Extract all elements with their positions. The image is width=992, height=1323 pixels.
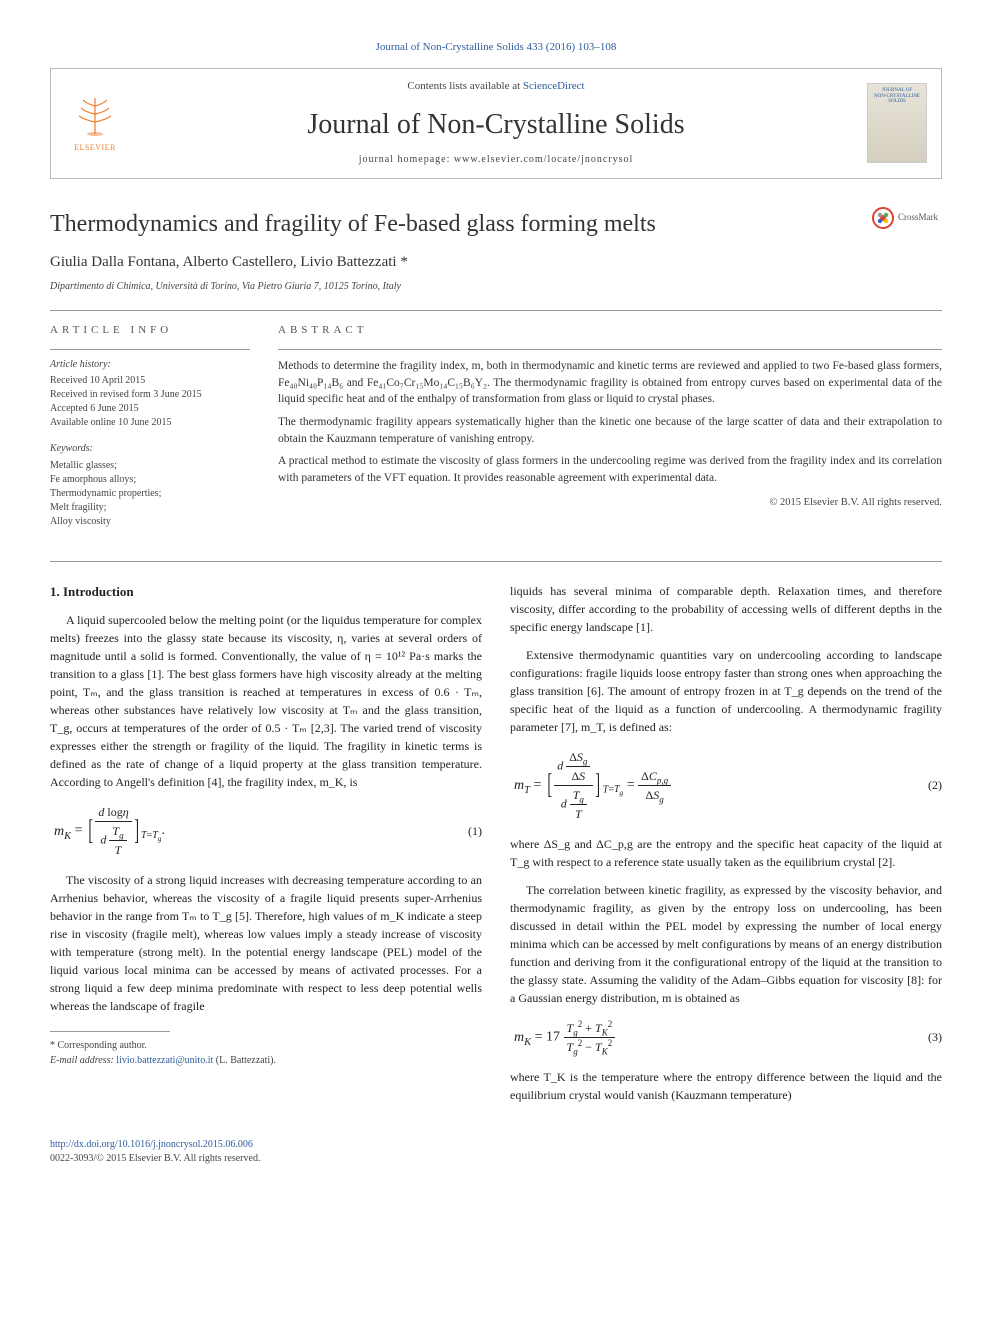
abstract-paragraph: The thermodynamic fragility appears syst… — [278, 414, 942, 447]
affiliation: Dipartimento di Chimica, Università di T… — [50, 280, 942, 295]
history-line: Accepted 6 June 2015 — [50, 402, 250, 416]
divider — [50, 310, 942, 311]
crossmark-badge[interactable]: CrossMark — [872, 207, 942, 237]
publisher-name: ELSEVIER — [74, 142, 116, 154]
contents-prefix: Contents lists available at — [407, 80, 522, 92]
journal-citation-link[interactable]: Journal of Non-Crystalline Solids 433 (2… — [50, 40, 942, 56]
corresponding-author-note: * Corresponding author. — [50, 1038, 482, 1053]
contents-list-line: Contents lists available at ScienceDirec… — [139, 79, 853, 95]
body-paragraph: liquids has several minima of comparable… — [510, 582, 942, 636]
doi-link[interactable]: http://dx.doi.org/10.1016/j.jnoncrysol.2… — [50, 1139, 253, 1150]
keyword: Alloy viscosity — [50, 515, 250, 529]
abstract-copyright: © 2015 Elsevier B.V. All rights reserved… — [278, 495, 942, 510]
email-line: E-mail address: livio.battezzati@unito.i… — [50, 1053, 482, 1068]
abstract-paragraph: A practical method to estimate the visco… — [278, 453, 942, 486]
authors-line: Giulia Dalla Fontana, Alberto Castellero… — [50, 252, 942, 274]
equation-number: (1) — [468, 822, 482, 840]
journal-homepage-link[interactable]: journal homepage: www.elsevier.com/locat… — [139, 153, 853, 168]
equation-number: (2) — [928, 776, 942, 794]
body-paragraph: The viscosity of a strong liquid increas… — [50, 871, 482, 1015]
body-paragraph: A liquid supercooled below the melting p… — [50, 611, 482, 791]
equation-2: mT = [d ΔSgΔSd TgT]T=Tg = ΔCp,gΔSg (2) — [510, 748, 942, 823]
footnote-divider — [50, 1031, 170, 1032]
sciencedirect-link[interactable]: ScienceDirect — [523, 80, 585, 92]
body-paragraph: Extensive thermodynamic quantities vary … — [510, 646, 942, 736]
article-title: Thermodynamics and fragility of Fe-based… — [50, 207, 872, 242]
history-heading: Article history: — [50, 358, 250, 373]
eq1-lhs: mK = — [54, 824, 86, 839]
header-center: Contents lists available at ScienceDirec… — [139, 79, 853, 168]
right-column: liquids has several minima of comparable… — [510, 582, 942, 1114]
history-line: Received in revised form 3 June 2015 — [50, 388, 250, 402]
email-name: (L. Battezzati). — [216, 1055, 276, 1066]
abstract-paragraph: Methods to determine the fragility index… — [278, 358, 942, 408]
keyword: Fe amorphous alloys; — [50, 473, 250, 487]
journal-header: ELSEVIER Contents lists available at Sci… — [50, 68, 942, 179]
eq1-trail: . — [162, 824, 166, 839]
crossmark-label: CrossMark — [898, 211, 938, 224]
equation-3: mK = 17 Tg2 + TK2Tg2 − TK2 (3) — [510, 1019, 942, 1056]
section-heading-intro: 1. Introduction — [50, 582, 482, 602]
keyword: Metallic glasses; — [50, 459, 250, 473]
keywords-heading: Keywords: — [50, 442, 250, 457]
history-line: Available online 10 June 2015 — [50, 416, 250, 430]
elsevier-tree-icon — [73, 94, 117, 138]
crossmark-icon — [872, 207, 894, 229]
keyword: Thermodynamic properties; — [50, 487, 250, 501]
history-line: Received 10 April 2015 — [50, 374, 250, 388]
journal-cover-thumbnail: JOURNAL OF NON-CRYSTALLINE SOLIDS — [867, 83, 927, 163]
keyword: Melt fragility; — [50, 501, 250, 515]
divider — [50, 349, 250, 350]
abstract-heading: ABSTRACT — [278, 323, 942, 339]
equation-1: mK = [d logηd TgT]T=Tg. (1) — [50, 803, 482, 859]
publisher-logo: ELSEVIER — [65, 88, 125, 158]
body-paragraph: The correlation between kinetic fragilit… — [510, 881, 942, 1007]
divider — [50, 561, 942, 562]
abstract-column: ABSTRACT Methods to determine the fragil… — [278, 323, 942, 541]
body-paragraph: where ΔS_g and ΔC_p,g are the entropy an… — [510, 835, 942, 871]
divider — [278, 349, 942, 350]
cover-text-2: NON-CRYSTALLINE SOLIDS — [868, 94, 926, 105]
body-paragraph: where T_K is the temperature where the e… — [510, 1068, 942, 1104]
article-info-column: ARTICLE INFO Article history: Received 1… — [50, 323, 250, 541]
email-label: E-mail address: — [50, 1055, 114, 1066]
article-info-heading: ARTICLE INFO — [50, 323, 250, 339]
equation-number: (3) — [928, 1028, 942, 1046]
author-email-link[interactable]: livio.battezzati@unito.it — [116, 1055, 213, 1066]
doi-block: http://dx.doi.org/10.1016/j.jnoncrysol.2… — [50, 1138, 942, 1167]
left-column: 1. Introduction A liquid supercooled bel… — [50, 582, 482, 1114]
issn-copyright: 0022-3093/© 2015 Elsevier B.V. All right… — [50, 1153, 260, 1164]
journal-name: Journal of Non-Crystalline Solids — [139, 105, 853, 146]
